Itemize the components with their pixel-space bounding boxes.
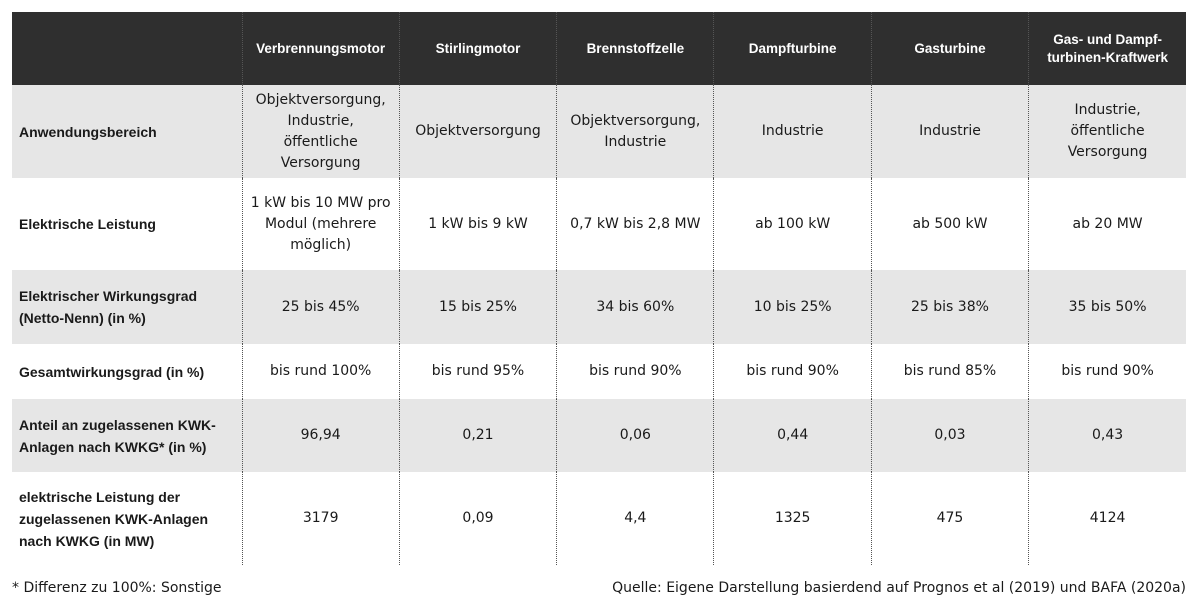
footnote: * Differenz zu 100%: Sonstige [12, 580, 222, 596]
table-cell: Objektversorgung [398, 85, 557, 178]
table-cell: 0,44 [713, 399, 872, 472]
table-cell: 1325 [713, 472, 872, 565]
comparison-table-container: Verbrennungsmotor Stirlingmotor Brennsto… [12, 12, 1186, 565]
column-header: Gasturbine [870, 12, 1029, 85]
table-cell: bis rund 95% [398, 344, 557, 399]
column-header: Brennstoffzelle [556, 12, 714, 85]
header-corner [12, 12, 242, 85]
row-label: Anteil an zugelassenen KWK- Anlagen nach … [12, 399, 242, 472]
table-cell: bis rund 90% [713, 344, 872, 399]
table-cell: ab 20 MW [1028, 178, 1186, 270]
table-cell: bis rund 100% [241, 344, 400, 399]
table-cell: 4124 [1028, 472, 1186, 565]
table-cell: 0,03 [870, 399, 1029, 472]
table-cell: 34 bis 60% [556, 270, 714, 344]
table-cell: 35 bis 50% [1028, 270, 1186, 344]
table-cell: 1 kW bis 9 kW [398, 178, 557, 270]
table-cell: 475 [870, 472, 1029, 565]
table-cell: 0,7 kW bis 2,8 MW [556, 178, 714, 270]
table-cell: bis rund 85% [870, 344, 1029, 399]
table-cell: bis rund 90% [1028, 344, 1186, 399]
row-label: elektrische Leistung der zugelassenen KWK… [19, 488, 209, 549]
table-cell: 1 kW bis 10 MW pro Modul (mehrere möglich) [241, 178, 400, 270]
table-cell: ab 100 kW [713, 178, 872, 270]
table-header-row: Verbrennungsmotor Stirlingmotor Brennsto… [12, 12, 1186, 85]
table-cell: 0,09 [398, 472, 557, 565]
column-header: Dampfturbine [713, 12, 872, 85]
row-label: Elektrischer Wirkungsgrad (Netto-Nenn) (i… [12, 270, 242, 344]
column-header: Gas- und Dampf-turbinen-Kraftwerk [1028, 12, 1186, 85]
chp-technology-comparison-table: Verbrennungsmotor Stirlingmotor Brennsto… [12, 12, 1186, 565]
table-row: elektrische Leistung der zugelassenen KWK… [12, 472, 1186, 565]
row-label: Elektrische Leistung [19, 216, 156, 232]
table-cell: 10 bis 25% [713, 270, 872, 344]
table-cell: 96,94 [241, 399, 400, 472]
table-cell: 15 bis 25% [398, 270, 557, 344]
table-row: Elektrischer Wirkungsgrad (Netto-Nenn) (i… [12, 270, 1186, 344]
table-cell: 0,43 [1028, 399, 1186, 472]
table-cell: ab 500 kW [870, 178, 1029, 270]
table-cell: Industrie, öffentliche Versorgung [1028, 85, 1186, 178]
table-cell: 3179 [241, 472, 400, 565]
table-row: Gesamtwirkungsgrad (in %) bis rund 100% b… [12, 344, 1186, 399]
table-cell: 25 bis 38% [870, 270, 1029, 344]
table-cell: Objektversorgung, Industrie [556, 85, 714, 178]
table-row: Anwendungsbereich Objektversorgung, Indus… [12, 85, 1186, 178]
table-cell: 25 bis 45% [241, 270, 400, 344]
row-label: Gesamtwirkungsgrad (in %) [19, 363, 205, 380]
table-row: Elektrische Leistung 1 kW bis 10 MW pro M… [12, 178, 1186, 270]
table-cell: 0,06 [556, 399, 714, 472]
table-cell: Industrie [713, 85, 872, 178]
table-row: Anteil an zugelassenen KWK- Anlagen nach … [12, 399, 1186, 472]
table-cell: 4,4 [556, 472, 714, 565]
column-header: Verbrennungsmotor [241, 12, 400, 85]
row-label: Anwendungsbereich [12, 85, 242, 178]
table-cell: Objektversorgung, Industrie, öffentliche Ve… [241, 85, 400, 178]
table-cell: 0,21 [398, 399, 557, 472]
table-cell: Industrie [870, 85, 1029, 178]
source-citation: Quelle: Eigene Darstellung basierdend au… [612, 580, 1186, 596]
column-header: Stirlingmotor [398, 12, 557, 85]
table-cell: bis rund 90% [556, 344, 714, 399]
